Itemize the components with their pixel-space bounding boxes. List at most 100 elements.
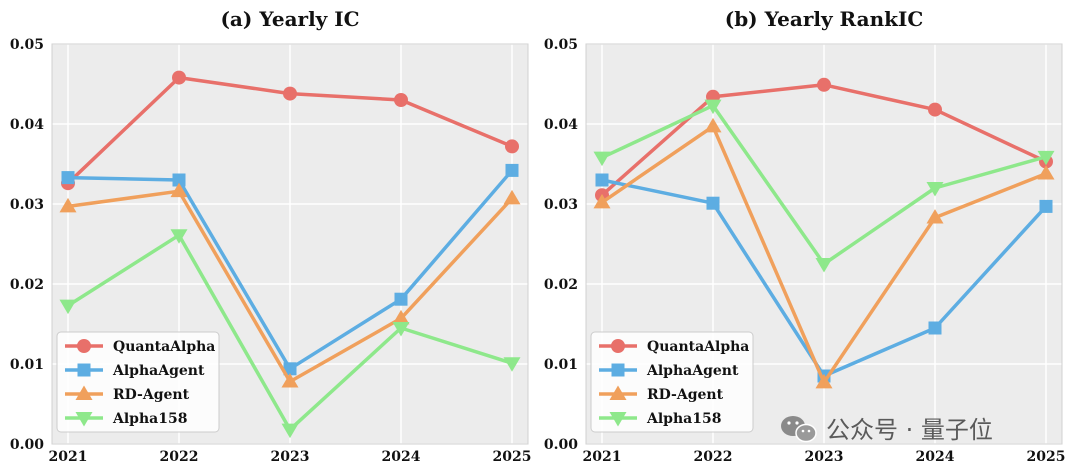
x-tick-label: 2025 — [1027, 449, 1066, 465]
y-tick-label: 0.04 — [544, 117, 578, 133]
legend-marker — [77, 363, 91, 377]
legend-label: Alpha158 — [112, 411, 187, 427]
legend: QuantaAlpha AlphaAgent RD-Agent Alpha158 — [56, 331, 220, 433]
y-tick-label: 0.02 — [10, 277, 44, 293]
x-tick-label: 2023 — [805, 449, 844, 465]
data-point — [394, 292, 408, 306]
y-tick-label: 0.00 — [10, 437, 44, 453]
data-point — [505, 163, 519, 177]
data-point — [281, 423, 299, 439]
chart-title: (b) Yearly RankIC — [725, 7, 924, 31]
legend-label: QuantaAlpha — [647, 339, 749, 355]
x-tick-label: 2021 — [49, 449, 88, 465]
legend-label: RD-Agent — [113, 387, 190, 403]
legend-item-rd-agent: RD-Agent — [599, 385, 724, 403]
x-tick-label: 2025 — [493, 449, 532, 465]
data-point — [394, 93, 408, 107]
chart-yearly-ic: (a) Yearly IC 0.00 0.01 0.02 0.03 0.04 0.05 202… — [10, 7, 532, 465]
y-tick-label: 0.01 — [544, 357, 578, 373]
data-point — [392, 309, 410, 325]
watermark-text: 公众号 · 量子位 — [826, 416, 993, 444]
y-tick-label: 0.05 — [544, 37, 578, 53]
legend-marker — [75, 412, 93, 427]
data-point — [817, 77, 831, 92]
legend-marker — [77, 339, 91, 353]
data-point — [170, 182, 188, 198]
data-point — [704, 99, 722, 115]
watermark: 公众号 · 量子位 — [781, 416, 993, 444]
data-point — [926, 209, 944, 224]
legend-label: RD-Agent — [647, 387, 724, 403]
y-tick-label: 0.03 — [10, 197, 44, 213]
legend-item-alpha158: Alpha158 — [65, 411, 187, 427]
series-rd-agent — [593, 117, 1055, 389]
data-point — [928, 321, 942, 335]
data-point — [1037, 165, 1055, 180]
data-point — [1037, 150, 1055, 166]
plot-frame — [585, 43, 1063, 445]
data-point — [172, 70, 186, 85]
legend-item-rd-agent: RD-Agent — [65, 385, 190, 403]
data-point — [815, 258, 833, 273]
legend-marker — [609, 412, 627, 427]
legend-item-quantaalpha: QuantaAlpha — [599, 339, 749, 355]
series-alpha158 — [593, 99, 1055, 273]
y-tick-label: 0.03 — [544, 197, 578, 213]
legend-marker — [611, 363, 625, 377]
legend-box — [590, 331, 754, 433]
data-point — [61, 171, 75, 185]
series-alphaagent — [61, 163, 519, 376]
legend-item-quantaalpha: QuantaAlpha — [65, 339, 215, 355]
data-point — [928, 102, 942, 117]
data-point — [505, 139, 519, 154]
y-tick-label: 0.02 — [544, 277, 578, 293]
y-tick-label: 0.01 — [10, 357, 44, 373]
data-point — [1039, 199, 1053, 213]
legend: QuantaAlpha AlphaAgent RD-Agent Alpha158 — [590, 331, 754, 433]
y-tick-label: 0.05 — [10, 37, 44, 53]
data-point — [283, 362, 297, 376]
chart-title: (a) Yearly IC — [220, 7, 359, 31]
legend-marker — [75, 385, 93, 400]
data-point — [392, 322, 410, 337]
data-point — [815, 373, 833, 389]
data-point — [593, 151, 611, 167]
data-point — [593, 193, 611, 209]
data-point — [59, 299, 77, 315]
data-point — [170, 229, 188, 244]
x-tick-label: 2024 — [916, 449, 955, 465]
wechat-icon — [781, 416, 817, 443]
data-point — [926, 182, 944, 197]
data-point — [172, 173, 186, 187]
legend-item-alpha158: Alpha158 — [599, 411, 721, 427]
data-point — [595, 173, 609, 187]
x-tick-label: 2021 — [583, 449, 622, 465]
series-rd-agent — [59, 182, 521, 388]
data-point — [283, 86, 297, 101]
data-point — [503, 189, 521, 205]
x-tick-label: 2023 — [271, 449, 310, 465]
data-point — [59, 197, 77, 213]
chart-yearly-rankic: (b) Yearly RankIC 0.00 0.01 0.02 0.03 0.04 0.0… — [544, 7, 1066, 465]
legend-marker — [611, 339, 625, 353]
data-point — [503, 357, 521, 372]
data-point — [704, 117, 722, 133]
x-tick-label: 2022 — [160, 449, 199, 465]
data-point — [281, 373, 299, 388]
y-tick-label: 0.04 — [10, 117, 44, 133]
x-tick-label: 2024 — [382, 449, 421, 465]
legend-label: AlphaAgent — [112, 363, 205, 379]
legend-item-alphaagent: AlphaAgent — [65, 363, 205, 379]
legend-item-alphaagent: AlphaAgent — [599, 363, 739, 379]
x-tick-label: 2022 — [694, 449, 733, 465]
series-alpha158 — [59, 229, 521, 439]
legend-label: QuantaAlpha — [113, 339, 215, 355]
legend-marker — [609, 385, 627, 400]
plot-frame — [51, 43, 529, 445]
data-point — [706, 196, 720, 210]
y-tick-label: 0.00 — [544, 437, 578, 453]
legend-box — [56, 331, 220, 433]
legend-label: AlphaAgent — [646, 363, 739, 379]
legend-label: Alpha158 — [646, 411, 721, 427]
